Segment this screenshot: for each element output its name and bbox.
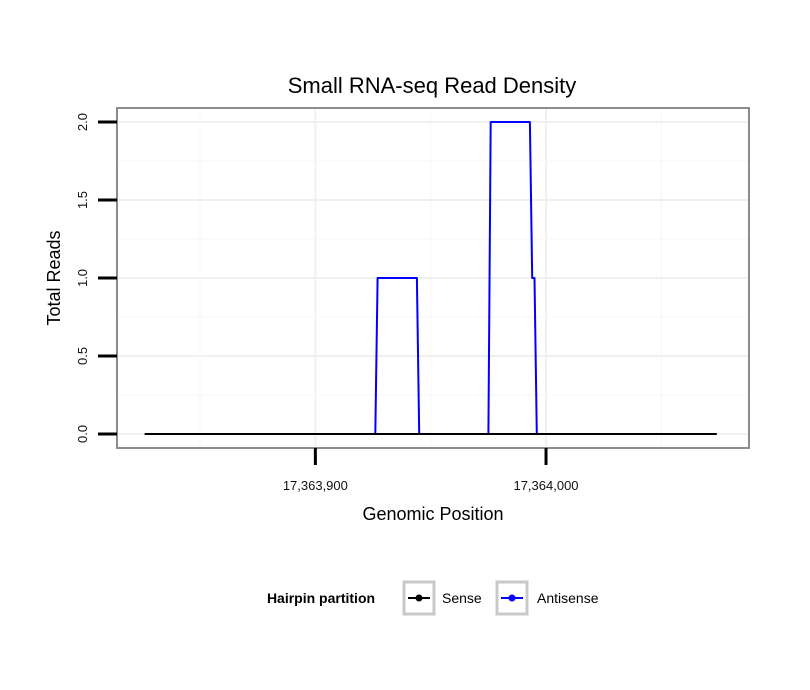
y-tick-label: 2.0 <box>75 113 90 131</box>
chart-title: Small RNA-seq Read Density <box>288 73 577 98</box>
x-tick-label: 17,364,000 <box>513 478 578 493</box>
legend-label-antisense: Antisense <box>537 590 599 606</box>
legend: Hairpin partition Sense Antisense <box>267 580 599 616</box>
legend-key-dot <box>508 594 516 602</box>
series-lines <box>144 121 717 435</box>
y-tick-label: 1.5 <box>75 191 90 209</box>
y-tick-label: 0.0 <box>75 425 90 443</box>
legend-title: Hairpin partition <box>267 590 375 606</box>
y-tick-label: 1.0 <box>75 269 90 287</box>
x-axis: 17,363,900 17,364,000 <box>283 448 579 493</box>
y-tick-label: 0.5 <box>75 347 90 365</box>
y-axis: 0.0 0.5 1.0 1.5 2.0 <box>75 113 117 443</box>
x-tick-label: 17,363,900 <box>283 478 348 493</box>
x-axis-title: Genomic Position <box>362 504 503 524</box>
series-line-antisense <box>144 121 717 435</box>
y-axis-title: Total Reads <box>44 230 64 325</box>
legend-key-dot <box>415 594 423 602</box>
legend-label-sense: Sense <box>442 590 482 606</box>
